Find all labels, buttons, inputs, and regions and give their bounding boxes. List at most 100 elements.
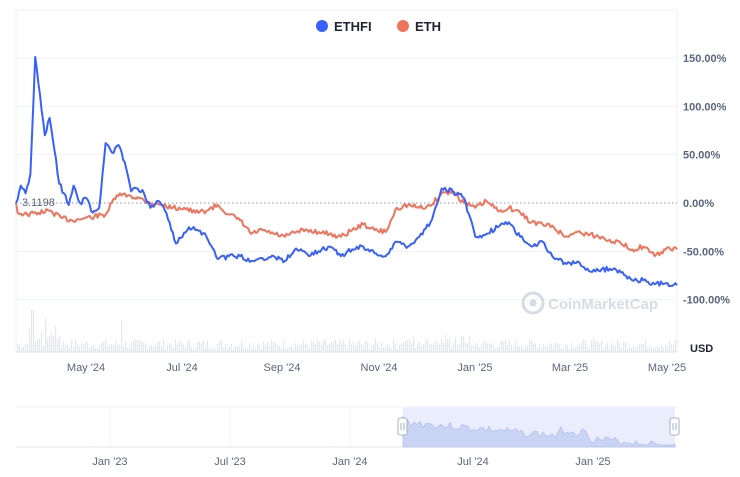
volume-bar <box>385 346 387 352</box>
volume-bar <box>41 332 43 352</box>
volume-bar <box>409 339 411 352</box>
volume-bar <box>587 347 589 352</box>
volume-bar <box>169 343 171 352</box>
volume-bar <box>89 347 91 352</box>
volume-bar <box>423 343 425 352</box>
plot-area: CoinMarketCap 3.1198 <box>15 9 678 353</box>
volume-bar <box>353 342 355 352</box>
volume-bar <box>213 348 215 352</box>
volume-bar <box>557 342 559 352</box>
volume-bar <box>109 344 111 352</box>
volume-bar <box>611 342 613 352</box>
volume-bar <box>357 341 359 352</box>
volume-bar <box>563 348 565 352</box>
volume-bar <box>617 339 619 352</box>
volume-bar <box>135 339 137 352</box>
volume-bar <box>335 339 337 352</box>
volume-bar <box>451 346 453 352</box>
volume-bar <box>285 348 287 352</box>
volume-bar <box>155 345 157 352</box>
volume-bar <box>295 342 297 352</box>
volume-bar <box>539 344 541 352</box>
volume-bar <box>191 346 193 352</box>
navigator-right-handle[interactable] <box>669 417 680 436</box>
x-tick-label: Sep '24 <box>264 362 301 374</box>
volume-bar <box>103 342 105 352</box>
volume-bar <box>21 347 23 352</box>
volume-bar <box>143 342 145 352</box>
navigator-label: Jan '24 <box>332 456 367 468</box>
volume-bar <box>271 339 273 352</box>
volume-bar <box>293 348 295 352</box>
legend[interactable]: ETHFI ETH <box>316 19 441 34</box>
volume-bar <box>631 347 633 352</box>
volume-bar <box>553 346 555 352</box>
volume-bar <box>275 342 277 352</box>
navigator-label: Jul '23 <box>214 456 245 468</box>
volume-bar <box>485 341 487 352</box>
volume-bar <box>325 340 327 352</box>
volume-bar <box>339 339 341 352</box>
navigator-label: Jan '23 <box>92 456 127 468</box>
volume-bar <box>97 348 99 352</box>
volume-bar <box>201 342 203 352</box>
volume-bar <box>113 344 115 352</box>
volume-bar <box>669 340 671 352</box>
volume-bar <box>437 341 439 352</box>
navigator-left-handle[interactable] <box>397 417 408 436</box>
volume-bar <box>537 348 539 352</box>
volume-bar <box>555 343 557 352</box>
volume-bar <box>405 340 407 352</box>
y-tick-label: 50.00% <box>683 150 721 162</box>
x-tick-label: May '25 <box>648 362 686 374</box>
volume-bar <box>35 340 37 352</box>
volume-bar <box>83 344 85 352</box>
series-line-eth <box>15 189 678 258</box>
volume-bar <box>115 340 117 352</box>
volume-bar <box>329 344 331 352</box>
volume-bar <box>403 342 405 352</box>
volume-bar <box>515 340 517 352</box>
volume-bar <box>61 347 63 352</box>
volume-bar <box>473 345 475 352</box>
volume-bar <box>465 342 467 352</box>
series-line-ethfi <box>15 56 678 288</box>
volume-bar <box>117 344 119 352</box>
volume-bar <box>87 342 89 352</box>
range-navigator[interactable]: Jan '23 Jul '23 Jan '24 Jul '24 Jan '25 <box>16 406 680 468</box>
volume-bar <box>215 348 217 352</box>
volume-bar <box>367 341 369 352</box>
volume-bar <box>183 344 185 352</box>
navigator-left-handle-grip[interactable] <box>397 417 408 436</box>
volume-bar <box>237 346 239 352</box>
volume-bar <box>567 344 569 352</box>
volume-bar <box>671 344 673 352</box>
volume-bar <box>145 343 147 352</box>
volume-bar <box>263 341 265 352</box>
volume-bar <box>165 348 167 352</box>
volume-bar <box>359 341 361 352</box>
volume-bar <box>455 337 457 352</box>
volume-bar <box>181 343 183 352</box>
volume-bar <box>157 342 159 352</box>
navigator-right-handle-grip[interactable] <box>669 417 680 436</box>
volume-bar <box>175 339 177 352</box>
volume-bar <box>73 346 75 352</box>
volume-bar <box>77 344 79 352</box>
volume-bar <box>579 344 581 352</box>
volume-bar <box>619 343 621 352</box>
legend-ethfi-label[interactable]: ETHFI <box>334 19 372 34</box>
volume-bar <box>637 346 639 352</box>
legend-eth-label[interactable]: ETH <box>415 19 441 34</box>
volume-bar <box>387 343 389 352</box>
coinmarketcap-logo-inner <box>529 299 537 307</box>
volume-bar <box>655 347 657 352</box>
volume-bar <box>499 345 501 352</box>
volume-bar <box>415 347 417 352</box>
volume-bar <box>407 340 409 352</box>
volume-bar <box>613 345 615 352</box>
navigator-label: Jan '25 <box>575 456 610 468</box>
volume-bar <box>249 342 251 352</box>
volume-bar <box>69 348 71 352</box>
volume-bar <box>591 340 593 352</box>
